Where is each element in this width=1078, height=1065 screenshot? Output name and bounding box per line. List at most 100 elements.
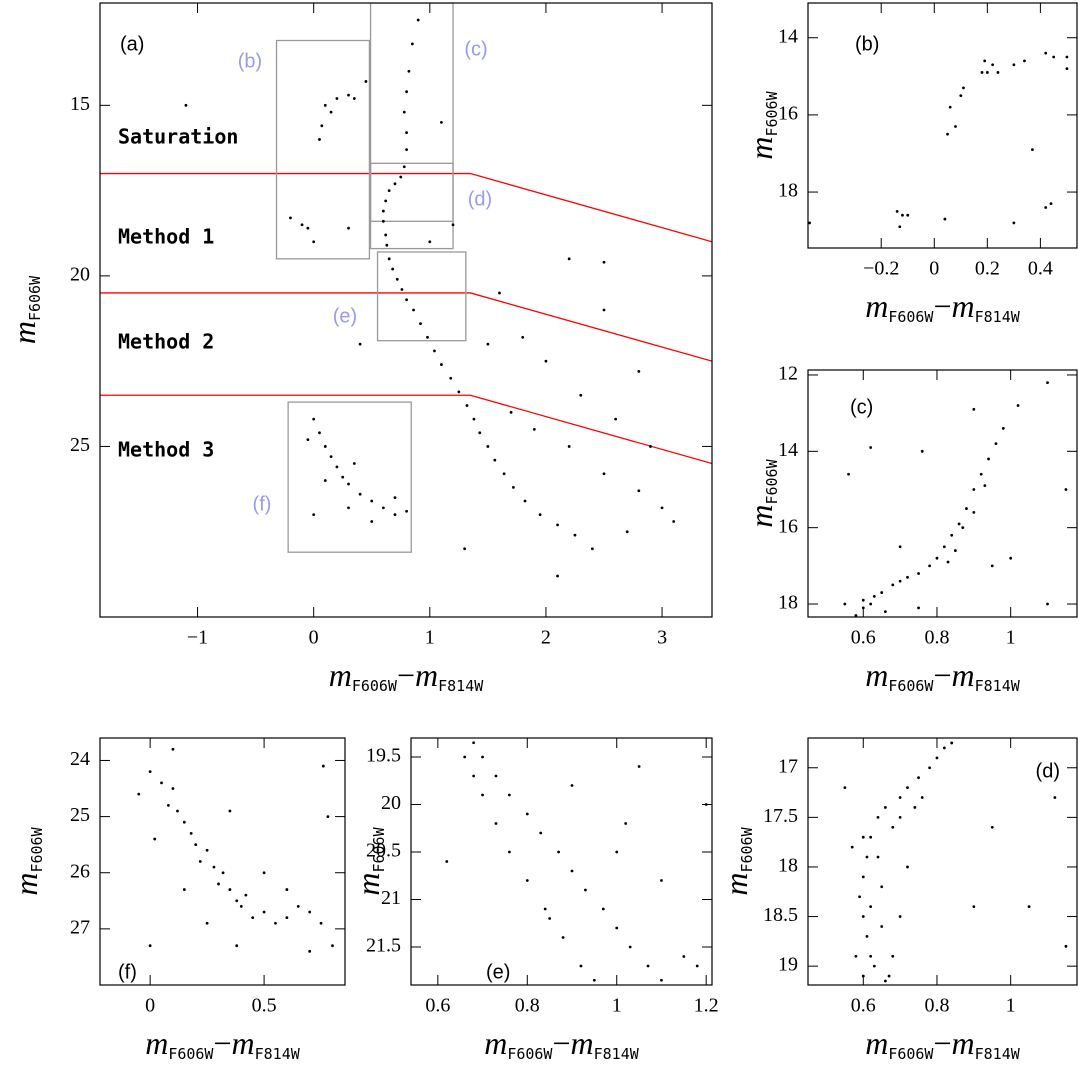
star-point [358,492,362,496]
star-point [913,806,917,809]
star-point [957,522,961,526]
star-point [296,905,300,908]
star-point [942,746,946,750]
subscript: F606W [168,1045,214,1063]
subscript: F814W [594,1045,640,1063]
star-point [996,71,1000,74]
star-point [391,267,395,271]
star-point [402,165,406,169]
star-point [472,774,476,778]
label-part: m [865,657,888,693]
y-tick-label: 18.5 [763,904,798,926]
star-point [965,507,968,510]
x-tick-label: 0.4 [1028,258,1053,280]
subscript: F606W [370,826,388,872]
star-point [384,233,388,237]
plot-frame [410,737,713,986]
star-point [672,520,676,523]
label-part: − [933,288,951,324]
plot-area [445,741,708,982]
y-tick-label: 19.5 [366,745,401,767]
star-point [306,226,310,230]
star-point [843,786,847,789]
star-point [329,110,333,114]
y-tick-label: 16 [778,515,798,537]
star-point [405,148,408,152]
star-point [525,812,529,816]
star-point [137,792,141,796]
star-point [637,765,641,768]
star-point [695,964,699,968]
star-point [412,308,415,312]
star-point [525,879,529,882]
star-point [347,93,350,97]
box-label: (b) [238,50,262,72]
axis-label: mF606W−mF814W [865,1025,1021,1062]
label-part: m [484,1025,507,1061]
star-point [928,766,932,770]
star-point [189,832,193,835]
star-point [602,472,606,476]
star-point [205,848,209,852]
boundary-line [100,172,712,243]
star-point [235,944,239,948]
star-point [319,921,323,925]
y-tick-label: 25 [70,434,90,456]
star-point [407,69,411,73]
star-point [920,449,924,453]
label-part: m [952,288,975,324]
star-point [399,175,403,179]
star-point [502,472,506,476]
star-point [428,240,432,244]
star-point [318,138,321,141]
star-point [308,910,312,914]
star-point [481,755,484,759]
star-point [876,855,880,859]
star-point [1016,404,1020,407]
star-point [920,796,924,799]
x-tick-label: 1 [1006,627,1016,649]
axis-label: mF606W−mF814W [484,1025,640,1062]
star-point [194,843,198,847]
star-point [1065,55,1069,59]
star-point [521,335,525,339]
star-point [987,457,990,461]
star-point [262,910,266,914]
star-point [326,815,330,818]
star-point [861,915,865,918]
star-point [872,964,876,968]
star-point [624,822,628,825]
plot-area [843,741,1068,983]
star-point [239,905,243,908]
star-point [880,591,884,594]
star-point [883,979,887,983]
plot-frame [99,737,346,986]
label-part: m [571,1025,594,1061]
star-point [980,71,984,74]
label-part: m [8,873,44,896]
star-point [872,594,876,598]
star-point [682,955,686,958]
star-point [166,803,170,807]
y-tick-label: 19 [778,954,798,976]
y-tick-label: 17 [778,755,798,777]
star-point [898,915,902,918]
y-tick-label: 27 [70,916,90,938]
star-point [917,606,920,610]
star-point [646,964,650,968]
star-point [347,226,350,230]
label-part: m [865,1025,888,1061]
star-point [602,260,606,264]
subscript: F606W [888,308,934,326]
x-tick-label: 1 [425,627,435,649]
plot-frame [807,737,1078,986]
star-point [148,944,152,948]
y-tick-label: 21.5 [366,935,401,957]
star-point [991,63,995,67]
star-point [615,850,619,854]
star-point [895,209,899,213]
star-point [494,822,498,825]
star-point [590,547,594,551]
